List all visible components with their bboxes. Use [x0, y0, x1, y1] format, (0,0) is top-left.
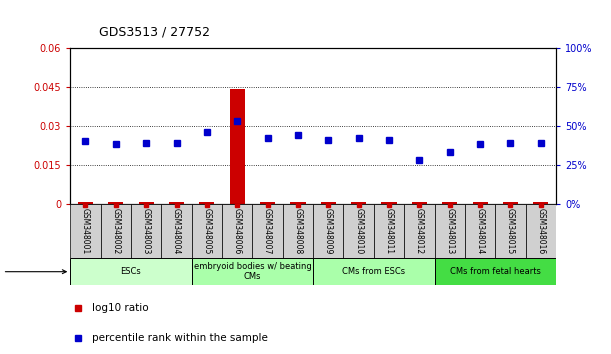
- Text: GSM348012: GSM348012: [415, 208, 424, 254]
- Bar: [131, 204, 161, 258]
- Text: GDS3513 / 27752: GDS3513 / 27752: [100, 25, 210, 39]
- Text: log10 ratio: log10 ratio: [92, 303, 148, 313]
- Bar: [533, 202, 549, 204]
- Text: GSM348002: GSM348002: [111, 208, 120, 254]
- Bar: [192, 204, 222, 258]
- Bar: [161, 204, 192, 258]
- Bar: [465, 204, 496, 258]
- Text: GSM348016: GSM348016: [536, 208, 546, 254]
- Bar: [374, 204, 404, 258]
- Bar: [199, 202, 214, 204]
- Bar: [472, 202, 488, 204]
- Bar: [343, 204, 374, 258]
- Bar: [230, 89, 245, 204]
- Bar: [496, 204, 525, 258]
- Bar: [70, 258, 192, 285]
- Bar: [434, 258, 556, 285]
- Bar: [321, 202, 336, 204]
- Bar: [412, 202, 427, 204]
- Text: GSM348005: GSM348005: [202, 208, 211, 254]
- Bar: [313, 258, 434, 285]
- Bar: [381, 202, 397, 204]
- Text: GSM348009: GSM348009: [324, 208, 333, 254]
- Bar: [192, 258, 313, 285]
- Bar: [525, 204, 556, 258]
- Text: GSM348003: GSM348003: [142, 208, 151, 254]
- Text: GSM348007: GSM348007: [263, 208, 272, 254]
- Text: GSM348014: GSM348014: [475, 208, 485, 254]
- Bar: [283, 204, 313, 258]
- Bar: [351, 202, 366, 204]
- Text: ESCs: ESCs: [120, 267, 141, 276]
- Bar: [252, 204, 283, 258]
- Bar: [222, 204, 252, 258]
- Text: embryoid bodies w/ beating
CMs: embryoid bodies w/ beating CMs: [194, 262, 311, 281]
- Bar: [139, 202, 154, 204]
- Bar: [313, 204, 343, 258]
- Text: GSM348013: GSM348013: [445, 208, 454, 254]
- Bar: [78, 202, 93, 204]
- Text: percentile rank within the sample: percentile rank within the sample: [92, 333, 268, 343]
- Bar: [404, 204, 434, 258]
- Text: GSM348001: GSM348001: [81, 208, 90, 254]
- Bar: [503, 202, 518, 204]
- Bar: [434, 204, 465, 258]
- Bar: [101, 204, 131, 258]
- Text: CMs from fetal hearts: CMs from fetal hearts: [450, 267, 541, 276]
- Text: GSM348011: GSM348011: [384, 208, 393, 254]
- Bar: [290, 202, 306, 204]
- Bar: [260, 202, 275, 204]
- Text: GSM348008: GSM348008: [293, 208, 302, 254]
- Text: CMs from ESCs: CMs from ESCs: [342, 267, 406, 276]
- Bar: [108, 202, 123, 204]
- Text: cell type: cell type: [0, 267, 66, 277]
- Text: GSM348015: GSM348015: [506, 208, 515, 254]
- Bar: [70, 204, 101, 258]
- Text: GSM348004: GSM348004: [172, 208, 181, 254]
- Text: GSM348006: GSM348006: [233, 208, 242, 254]
- Bar: [169, 202, 184, 204]
- Bar: [442, 202, 458, 204]
- Text: GSM348010: GSM348010: [354, 208, 363, 254]
